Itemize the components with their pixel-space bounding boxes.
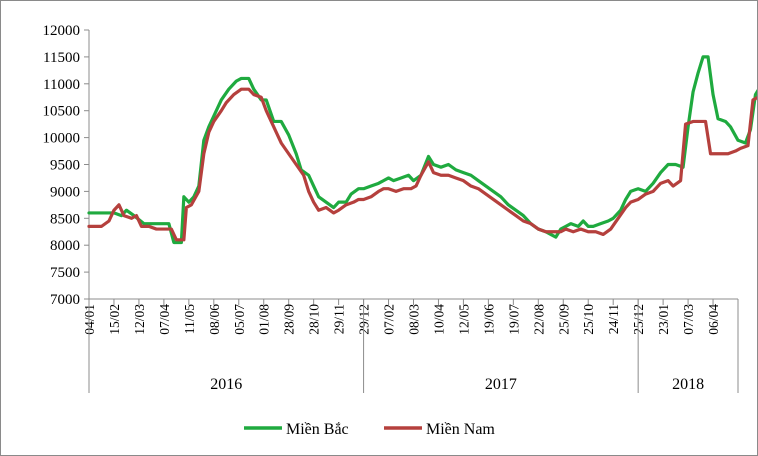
x-tick-label: 28/09 [282, 304, 297, 335]
x-tick-label: 07/04 [157, 304, 172, 335]
x-tick-label: 07/03 [681, 304, 696, 335]
y-tick-label: 7000 [50, 292, 80, 308]
y-tick-label: 10000 [43, 131, 81, 147]
y-tick-label: 11000 [43, 77, 80, 93]
x-tick-label: 08/03 [407, 304, 422, 335]
legend: Miền Bắc Miền Nam [244, 421, 495, 438]
x-tick-label: 01/08 [257, 304, 272, 335]
year-label: 2016 [210, 376, 242, 393]
year-label: 2018 [672, 376, 704, 393]
axes [88, 30, 738, 300]
series-line-miền-bắc [87, 55, 757, 245]
x-tick-label: 23/01 [656, 304, 671, 335]
x-tick-label: 19/06 [481, 304, 496, 335]
y-tick-label: 11500 [43, 50, 80, 66]
x-tick-label: 05/07 [232, 304, 247, 335]
x-tick-label: 07/02 [382, 304, 397, 335]
x-tick-label: 24/11 [606, 304, 621, 334]
x-tick-label: 19/07 [506, 304, 521, 335]
x-tick-label: 22/08 [531, 304, 546, 335]
y-tick-label: 9000 [50, 184, 80, 200]
x-tick-label: 10/04 [431, 304, 446, 335]
x-tick-label: 29/11 [332, 304, 347, 334]
x-tick-label: 15/02 [107, 304, 122, 335]
y-axis-ticks: 7000 7500 8000 8500 9000 9500 10000 10500 11000 1… [43, 23, 89, 308]
legend-label: Miền Bắc [286, 421, 349, 438]
y-tick-label: 8500 [50, 211, 80, 227]
x-tick-label: 28/10 [307, 304, 322, 335]
x-tick-label: 06/04 [706, 304, 721, 335]
series-lines [87, 55, 757, 245]
x-axis-ticks: 04/0115/0212/0307/0411/0508/0605/0701/08… [82, 299, 739, 335]
series-line-miền-nam [87, 87, 757, 242]
y-tick-label: 9500 [50, 158, 80, 174]
year-label: 2017 [485, 376, 517, 393]
x-tick-label: 08/06 [207, 304, 222, 335]
y-tick-label: 8000 [50, 238, 80, 254]
year-labels: 2016 2017 2018 [88, 299, 739, 393]
y-tick-label: 12000 [43, 23, 81, 39]
x-tick-label: 25/09 [556, 304, 571, 335]
x-tick-label: 12/03 [132, 304, 147, 335]
x-tick-label: 25/10 [581, 304, 596, 335]
y-tick-label: 7500 [50, 265, 80, 281]
x-tick-label: 12/05 [456, 304, 471, 335]
y-tick-label: 10500 [43, 104, 81, 120]
x-tick-label: 11/05 [182, 304, 197, 334]
legend-label: Miền Nam [426, 421, 495, 438]
